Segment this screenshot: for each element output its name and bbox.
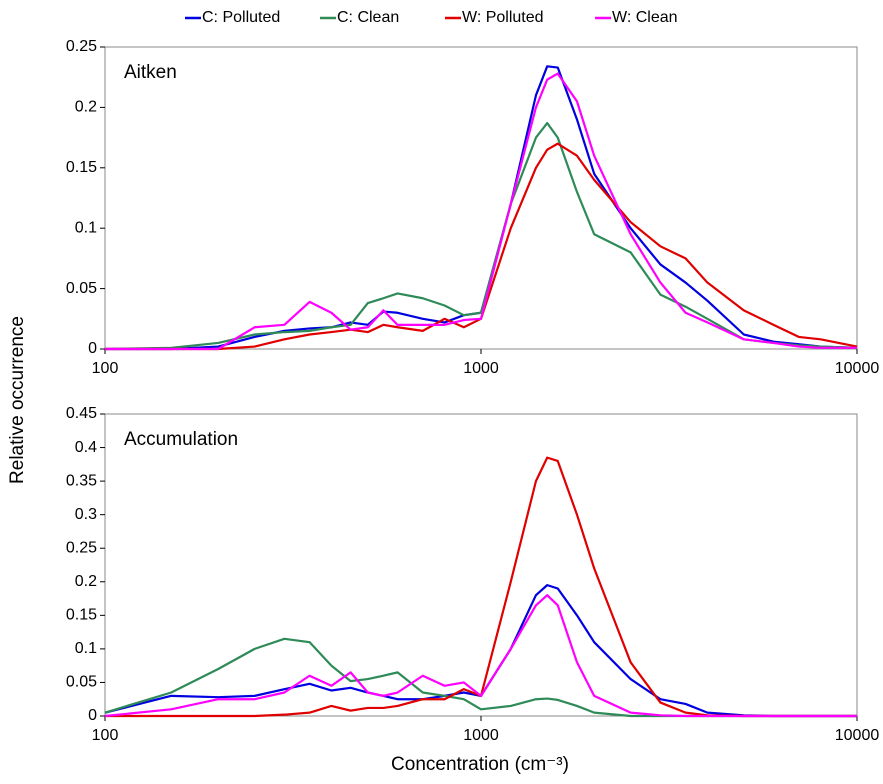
x-tick-label: 100: [92, 360, 119, 377]
series-line: [104, 637, 857, 718]
x-axis-label: Concentration (cm⁻³): [391, 754, 569, 775]
y-tick-label: 0.1: [75, 219, 97, 236]
y-tick-label: 0.15: [66, 159, 97, 176]
x-tick-label: 1000: [463, 360, 499, 377]
y-tick-label: 0.1: [75, 640, 97, 657]
y-tick-label: 0.15: [66, 607, 97, 624]
y-tick-label: 0: [88, 707, 97, 724]
series-line: [105, 142, 858, 351]
legend-label: C: Polluted: [202, 9, 280, 26]
panel-annotation: Aitken: [124, 62, 177, 83]
series-line: [105, 65, 858, 351]
x-tick-label: 10000: [835, 727, 880, 744]
y-tick-label: 0.25: [66, 38, 97, 55]
y-tick-label: 0: [88, 340, 97, 357]
legend-label: W: Polluted: [462, 9, 544, 26]
series-line: [105, 456, 857, 718]
plot-frame: [104, 46, 858, 350]
y-tick-label: 0.2: [75, 99, 97, 116]
y-tick-label: 0.45: [66, 405, 97, 422]
y-axis-label: Relative occurrence: [7, 316, 28, 484]
legend-label: C: Clean: [337, 9, 399, 26]
y-tick-label: 0.05: [66, 280, 97, 297]
y-tick-label: 0.2: [75, 573, 97, 590]
panel-annotation: Accumulation: [124, 429, 238, 450]
series-line: [105, 72, 857, 351]
legend-label: W: Clean: [612, 9, 678, 26]
plot-frame: [104, 413, 858, 717]
y-tick-label: 0.35: [66, 472, 97, 489]
x-tick-label: 1000: [463, 727, 499, 744]
y-tick-label: 0.4: [75, 439, 97, 456]
x-tick-label: 10000: [835, 360, 880, 377]
x-tick-label: 100: [92, 727, 119, 744]
y-tick-label: 0.25: [66, 539, 97, 556]
y-tick-label: 0.3: [75, 506, 97, 523]
series-line: [104, 594, 857, 718]
y-tick-label: 0.05: [66, 674, 97, 691]
